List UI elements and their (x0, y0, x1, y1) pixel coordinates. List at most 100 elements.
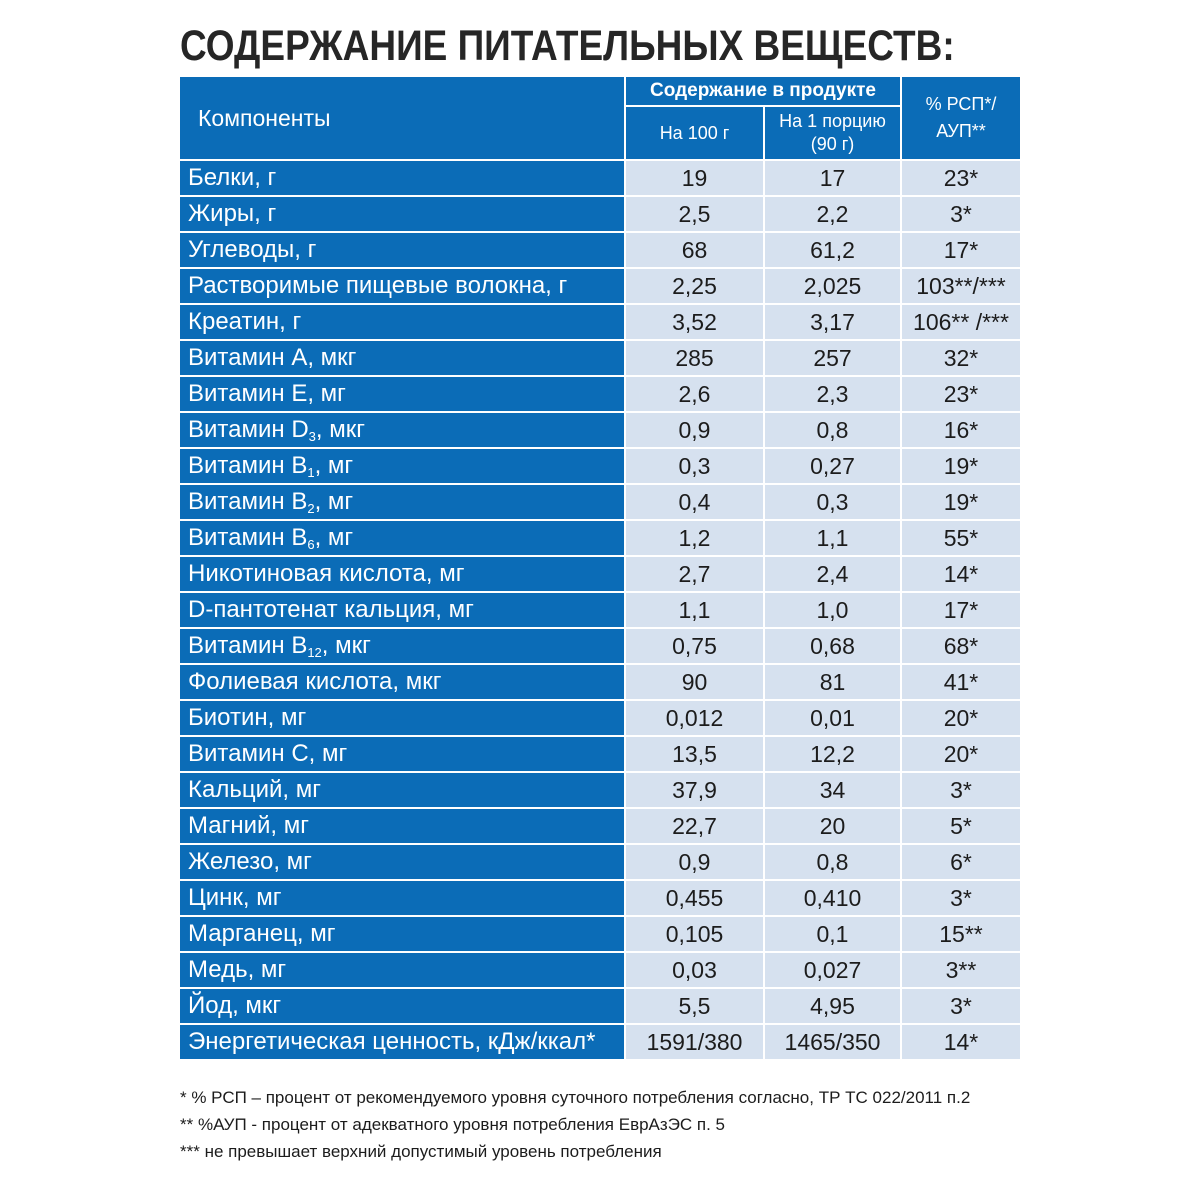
component-name: Витамин В6, мг (180, 521, 624, 555)
table-row: Витамин В12, мкг 0,75 0,68 68* (180, 629, 1020, 663)
component-unit: , мг (314, 452, 354, 479)
value-per-portion: 4,95 (765, 989, 900, 1023)
value-per-portion: 20 (765, 809, 900, 843)
component-label: Витамин В (188, 524, 308, 551)
table-row: Витамин Е, мг 2,6 2,3 23* (180, 377, 1020, 411)
header-per-portion: На 1 порцию (90 г) (765, 107, 900, 159)
footnote-aup: ** %АУП - процент от адекватного уровня … (180, 1115, 726, 1134)
value-pct: 41* (902, 665, 1020, 699)
value-per100: 0,75 (626, 629, 763, 663)
component-subscript: 2 (307, 501, 315, 516)
component-name: Углеводы, г (180, 233, 624, 267)
component-unit: , мкг (321, 632, 371, 659)
value-per100: 0,9 (626, 413, 763, 447)
component-subscript: 6 (307, 537, 315, 552)
component-name: Йод, мкг (180, 989, 624, 1023)
component-name: Фолиевая кислота, мкг (180, 665, 624, 699)
value-per100: 0,012 (626, 701, 763, 735)
component-name: Растворимые пищевые волокна, г (180, 269, 624, 303)
value-per-portion: 0,410 (765, 881, 900, 915)
component-label: Витамин В (188, 452, 308, 479)
component-name: Витамин D3, мкг (180, 413, 624, 447)
value-per-portion: 12,2 (765, 737, 900, 771)
table-row: Креатин, г 3,52 3,17 106** /*** (180, 305, 1020, 339)
value-per-portion: 0,01 (765, 701, 900, 735)
component-label: Медь, мг (188, 956, 287, 983)
table-row: Углеводы, г 68 61,2 17* (180, 233, 1020, 267)
value-pct: 14* (902, 557, 1020, 591)
component-label: Витамин А, мкг (188, 344, 357, 371)
value-pct: 17* (902, 233, 1020, 267)
value-per100: 0,03 (626, 953, 763, 987)
value-pct: 5* (902, 809, 1020, 843)
value-per-portion: 0,027 (765, 953, 900, 987)
header-components: Компоненты (180, 77, 624, 159)
value-per100: 3,52 (626, 305, 763, 339)
value-per-portion: 0,3 (765, 485, 900, 519)
component-name: Цинк, мг (180, 881, 624, 915)
value-pct: 3* (902, 197, 1020, 231)
value-per100: 2,6 (626, 377, 763, 411)
value-per-portion: 1,0 (765, 593, 900, 627)
table-row: Магний, мг 22,7 20 5* (180, 809, 1020, 843)
value-per-portion: 3,17 (765, 305, 900, 339)
value-per100: 2,5 (626, 197, 763, 231)
table-row: Цинк, мг 0,455 0,410 3* (180, 881, 1020, 915)
footnote-rsp: * % РСП – процент от рекомендуемого уров… (180, 1088, 971, 1107)
component-label: Витамин Е, мг (188, 380, 346, 407)
footnotes: * % РСП – процент от рекомендуемого уров… (180, 1084, 970, 1165)
component-label: Энергетическая ценность, кДж/ккал* (188, 1028, 596, 1055)
component-label: Витамин В (188, 632, 308, 659)
value-per100: 13,5 (626, 737, 763, 771)
component-label: Биотин, мг (188, 704, 307, 731)
component-name: Витамин В1, мг (180, 449, 624, 483)
component-label: Креатин, г (188, 308, 302, 335)
value-per100: 2,25 (626, 269, 763, 303)
table-row: Белки, г 19 17 23* (180, 161, 1020, 195)
component-unit: , мкг (315, 416, 365, 443)
value-pct: 16* (902, 413, 1020, 447)
component-name: Белки, г (180, 161, 624, 195)
value-pct: 14* (902, 1025, 1020, 1059)
component-name: Витамин А, мкг (180, 341, 624, 375)
value-pct: 3* (902, 989, 1020, 1023)
component-name: Витамин В2, мг (180, 485, 624, 519)
value-pct: 103**/*** (902, 269, 1020, 303)
component-name: Витамин Е, мг (180, 377, 624, 411)
value-per100: 0,4 (626, 485, 763, 519)
value-per100: 68 (626, 233, 763, 267)
component-name: Энергетическая ценность, кДж/ккал* (180, 1025, 624, 1059)
value-pct: 20* (902, 701, 1020, 735)
value-per-portion: 2,3 (765, 377, 900, 411)
component-label: Цинк, мг (188, 884, 282, 911)
value-pct: 68* (902, 629, 1020, 663)
value-pct: 3* (902, 773, 1020, 807)
value-per100: 0,3 (626, 449, 763, 483)
component-unit: , мг (314, 488, 354, 515)
component-unit: , мг (314, 524, 354, 551)
component-name: Креатин, г (180, 305, 624, 339)
table-row: Биотин, мг 0,012 0,01 20* (180, 701, 1020, 735)
value-per-portion: 2,4 (765, 557, 900, 591)
component-label: Фолиевая кислота, мкг (188, 668, 442, 695)
table-row: Энергетическая ценность, кДж/ккал* 1591/3… (180, 1025, 1020, 1059)
table-row: Фолиевая кислота, мкг 90 81 41* (180, 665, 1020, 699)
value-per-portion: 34 (765, 773, 900, 807)
value-per-portion: 1465/350 (765, 1025, 900, 1059)
value-pct: 23* (902, 377, 1020, 411)
table-row: Медь, мг 0,03 0,027 3** (180, 953, 1020, 987)
component-label: Растворимые пищевые волокна, г (188, 272, 568, 299)
component-label: Белки, г (188, 164, 277, 191)
component-label: Витамин В (188, 488, 308, 515)
table-row: Растворимые пищевые волокна, г 2,25 2,025 1… (180, 269, 1020, 303)
value-per100: 5,5 (626, 989, 763, 1023)
value-per100: 0,9 (626, 845, 763, 879)
component-label: Магний, мг (188, 812, 310, 839)
value-per100: 19 (626, 161, 763, 195)
component-name: Магний, мг (180, 809, 624, 843)
table-row: Витамин В2, мг 0,4 0,3 19* (180, 485, 1020, 519)
table-row: Железо, мг 0,9 0,8 6* (180, 845, 1020, 879)
component-name: Жиры, г (180, 197, 624, 231)
table-row: Витамин С, мг 13,5 12,2 20* (180, 737, 1020, 771)
value-pct: 6* (902, 845, 1020, 879)
